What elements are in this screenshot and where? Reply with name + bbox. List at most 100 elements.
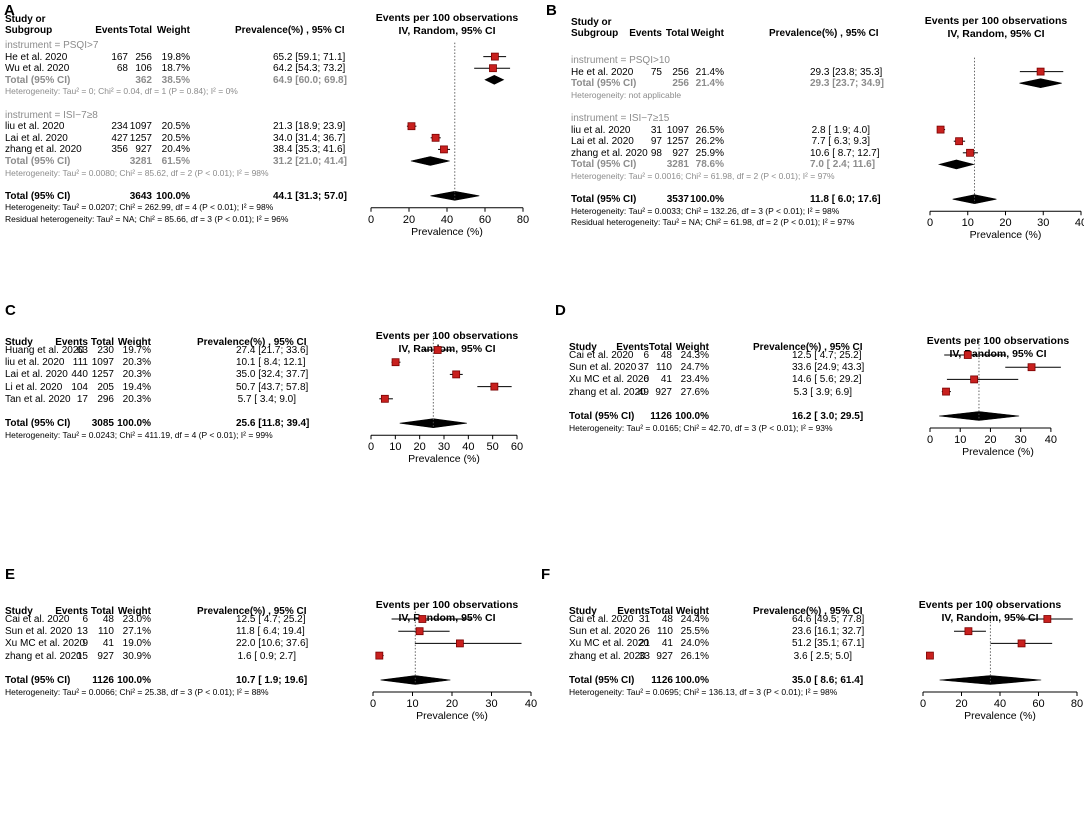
x-axis-label: Prevalence (%) [970,229,1042,241]
study-estimate-square [1017,639,1026,648]
weight-value: 21.4% [695,78,724,90]
forest-panel-e: E Study Events Total Weight Prevalence(%) , 9… [0,560,540,730]
total-value: 256 [672,78,689,90]
ci-value: 2.8 [ 1.9; 4.0] [811,124,870,136]
heterogeneity-note: Residual heterogeneity: Tau² = NA; Chi² … [571,217,855,228]
study-name: Tan et al. 2020 [5,393,71,405]
header-events: Events [55,337,88,348]
x-tick-label: 40 [994,698,1006,710]
events-value: 97 [650,136,662,148]
study-estimate-square [433,346,442,354]
weight-value: 25.5% [680,626,709,638]
ci-value: 44.1 [31.3; 57.0] [273,190,347,202]
x-tick-label: 30 [1037,217,1049,229]
weight-value: 100.0% [117,675,151,686]
study-name: Sun et al. 2020 [5,626,73,638]
x-tick-label: 20 [414,441,426,453]
total-value: 1126 [650,411,672,422]
plot-title: Events per 100 observations [375,12,519,24]
ci-value: 7.7 [ 6.3; 9.3] [811,136,870,148]
ci-value: 10.7 [ 1.9; 19.6] [236,675,308,686]
total-value: 927 [656,650,673,662]
panel-letter: E [5,566,16,583]
study-estimate-square [966,148,974,157]
weight-value: 20.3% [122,369,151,381]
header-study: Study [5,337,33,348]
total-value: 927 [672,147,689,159]
total-value: 3537 [666,194,689,206]
events-value: 75 [650,66,662,78]
header-total: Total [649,606,673,617]
study-estimate-square [936,125,945,134]
weight-value: 100.0% [156,190,190,202]
x-tick-label: 40 [462,441,474,453]
subgroup-diamond [410,156,450,166]
header-weight: Weight [117,606,151,617]
header-study: Study or [5,14,46,25]
weight-value: 26.5% [695,124,724,136]
subgroup-label: instrument = ISI−7≥15 [571,113,670,124]
x-tick-label: 60 [479,214,491,226]
total-value: 1257 [666,136,689,148]
header-ci: Prevalence(%) , 95% CI [197,606,307,617]
x-tick-label: 30 [1015,434,1027,446]
events-value: 6 [643,374,649,386]
events-value: 234 [111,121,128,133]
study-name: Huang et al. 2020 [5,345,84,356]
header-ci: Prevalence(%) , 95% CI [753,342,863,353]
heterogeneity-note: Heterogeneity: Tau² = 0.0207; Chi² = 262… [5,202,274,213]
ci-value: 10.1 [ 8.4; 12.1] [236,357,306,369]
header-events: Events [629,28,662,39]
x-tick-label: 0 [370,698,376,710]
weight-value: 20.4% [161,144,190,156]
study-name: Wu et al. 2020 [5,63,70,75]
ci-value: 7.0 [ 2.4; 11.6] [810,159,876,171]
total-value: 3643 [129,190,152,202]
header-total: Total [128,25,152,36]
total-value: 1257 [129,132,152,144]
study-name: Xu MC et al. 2020 [5,638,86,650]
total-label: Total (95% CI) [569,411,635,422]
events-value: 440 [71,369,88,381]
ci-value: 23.6 [16.1; 32.7] [792,626,865,638]
header-total: Total [90,606,114,617]
weight-value: 19.7% [122,345,151,356]
weight-value: 26.1% [680,650,709,662]
x-tick-label: 20 [446,698,458,710]
events-value: 26 [638,626,650,638]
heterogeneity-note: Heterogeneity: Tau² = 0.0033; Chi² = 132… [571,205,840,216]
weight-value: 18.7% [161,63,190,75]
study-estimate-square [926,651,934,660]
header-events: Events [616,342,649,353]
events-value: 111 [72,357,88,369]
ci-value: 64.6 [49.5; 77.8] [792,614,865,625]
study-name: liu et al. 2020 [5,357,65,369]
overall-diamond [952,194,997,205]
total-label: Total (95% CI) [571,78,637,90]
heterogeneity-note: Residual heterogeneity: Tau² = NA; Chi² … [5,214,289,224]
total-value: 48 [660,350,672,361]
study-estimate-square [955,137,963,146]
panel-letter: A [4,2,15,19]
total-label: Total (95% CI) [571,194,637,206]
x-tick-label: 30 [438,441,450,453]
forest-plot-svg: 0 20 40 60 80 Prevalence (%) [368,42,529,238]
events-value: 104 [71,381,88,393]
header-total: Total [648,342,672,353]
events-value: 68 [116,63,128,75]
total-value: 110 [657,626,673,638]
weight-value: 78.6% [695,159,724,171]
study-estimate-square [942,387,950,396]
x-tick-label: 20 [999,217,1011,229]
forest-plot-svg: 0 10 20 30 40 Prevalence (%) [927,57,1084,241]
forest-panel-a: A Study or Subgroup Events Total Weight Preval… [0,0,540,260]
x-tick-label: 10 [962,217,974,229]
weight-value: 24.0% [680,638,709,650]
ci-value: 34.0 [31.4; 36.7] [273,132,346,144]
overall-diamond [380,675,451,685]
header-subgroup: Subgroup [571,28,619,39]
study-estimate-square [418,615,427,623]
total-value: 296 [97,393,114,405]
ci-value: 12.5 [ 4.7; 25.2] [792,350,862,361]
x-tick-label: 60 [1032,698,1044,710]
